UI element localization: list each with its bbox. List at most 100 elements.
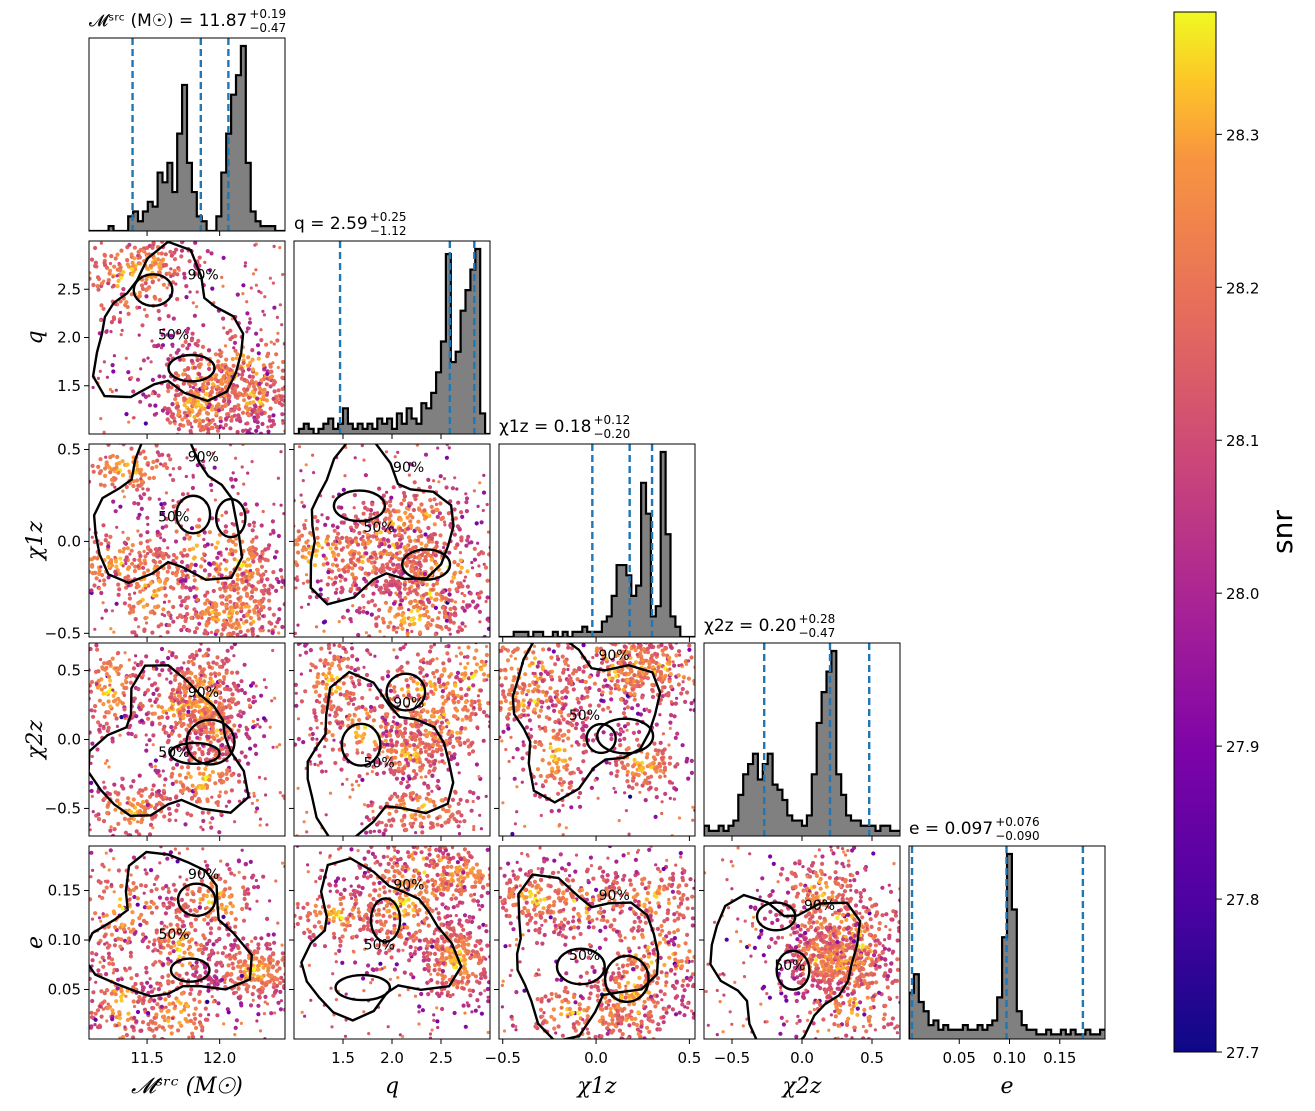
scatter-point bbox=[194, 799, 200, 804]
scatter-point bbox=[136, 790, 141, 795]
scatter-point bbox=[167, 565, 172, 570]
scatter-point bbox=[175, 907, 180, 912]
scatter-point bbox=[189, 338, 194, 343]
scatter-point bbox=[267, 620, 272, 625]
scatter-point bbox=[182, 547, 187, 553]
scatter-point bbox=[171, 1001, 176, 1006]
scatter-point bbox=[155, 450, 160, 455]
scatter-point bbox=[80, 767, 84, 771]
scatter-point bbox=[105, 1054, 109, 1058]
scatter-point bbox=[208, 926, 214, 931]
scatter-point bbox=[335, 525, 340, 530]
scatter-point bbox=[245, 387, 250, 392]
scatter-point bbox=[264, 398, 269, 403]
scatter-point bbox=[158, 950, 163, 955]
scatter-point bbox=[91, 810, 95, 814]
scatter-point bbox=[152, 294, 157, 299]
scatter-point bbox=[207, 721, 212, 727]
scatter-point bbox=[278, 980, 283, 986]
scatter-point bbox=[200, 616, 204, 620]
scatter-point bbox=[391, 562, 396, 567]
scatter-point bbox=[260, 421, 265, 427]
scatter-point bbox=[172, 257, 178, 262]
contour-50 bbox=[176, 882, 217, 918]
scatter-point bbox=[110, 962, 116, 967]
scatter-point bbox=[263, 994, 268, 1000]
scatter-point bbox=[361, 511, 366, 516]
scatter-point bbox=[211, 617, 216, 622]
scatter-point bbox=[256, 722, 260, 727]
scatter-point bbox=[182, 271, 187, 276]
scatter-point bbox=[175, 923, 180, 928]
scatter-point bbox=[206, 647, 211, 652]
scatter-point bbox=[93, 1011, 98, 1016]
scatter-point bbox=[268, 369, 273, 374]
scatter-point bbox=[186, 421, 191, 426]
scatter-point bbox=[344, 539, 349, 544]
scatter-point bbox=[209, 948, 214, 953]
scatter-point bbox=[280, 386, 285, 391]
scatter-point bbox=[304, 986, 308, 990]
scatter-point bbox=[423, 532, 428, 537]
scatter-point bbox=[464, 496, 470, 501]
scatter-point bbox=[199, 943, 204, 948]
scatter-point bbox=[233, 334, 238, 339]
scatter-point bbox=[131, 666, 136, 671]
scatter-point bbox=[103, 608, 109, 613]
scatter-point bbox=[120, 977, 124, 982]
scatter-point bbox=[115, 652, 120, 656]
scatter-point bbox=[100, 616, 104, 620]
scatter-point bbox=[172, 1064, 176, 1068]
scatter-point bbox=[276, 921, 280, 925]
scatter-point bbox=[256, 580, 261, 585]
scatter-point bbox=[205, 999, 210, 1005]
scatter-point bbox=[164, 896, 169, 901]
scatter-point bbox=[276, 388, 281, 393]
scatter-point bbox=[202, 568, 207, 573]
scatter-point bbox=[239, 750, 244, 755]
scatter-point bbox=[163, 841, 167, 845]
scatter-point bbox=[224, 357, 229, 362]
scatter-point bbox=[241, 918, 247, 923]
scatter-point bbox=[211, 942, 216, 947]
scatter-point bbox=[159, 795, 163, 799]
scatter-point bbox=[232, 406, 237, 411]
scatter-point bbox=[254, 268, 258, 272]
scatter-point bbox=[242, 398, 247, 403]
scatter-point bbox=[171, 940, 176, 945]
scatter-point bbox=[165, 711, 169, 715]
scatter-point bbox=[201, 828, 205, 832]
scatter-point bbox=[171, 619, 176, 624]
scatter-point bbox=[199, 564, 204, 569]
scatter-point bbox=[165, 411, 170, 416]
scatter-point bbox=[198, 664, 202, 668]
scatter-point bbox=[210, 714, 214, 719]
scatter-point bbox=[148, 822, 154, 828]
scatter-point bbox=[415, 538, 421, 543]
scatter-point bbox=[102, 865, 106, 869]
scatter-point bbox=[369, 612, 374, 617]
scatter-point bbox=[167, 599, 171, 604]
scatter-point bbox=[104, 455, 108, 459]
scatter-point bbox=[373, 523, 378, 528]
scatter-point bbox=[148, 538, 152, 542]
scatter-point bbox=[198, 1013, 203, 1018]
scatter-point bbox=[223, 581, 228, 586]
scatter-point bbox=[129, 784, 134, 789]
scatter-point bbox=[235, 573, 240, 578]
scatter-point bbox=[158, 945, 163, 950]
scatter-point bbox=[170, 571, 175, 576]
scatter-point bbox=[187, 676, 192, 681]
scatter-point bbox=[275, 960, 280, 965]
scatter-point bbox=[178, 410, 182, 414]
scatter-point bbox=[330, 523, 336, 528]
scatter-points bbox=[80, 643, 285, 845]
scatter-point bbox=[138, 701, 143, 706]
scatter-point bbox=[465, 603, 470, 608]
scatter-point bbox=[173, 422, 177, 426]
scatter-point bbox=[265, 354, 270, 359]
scatter-point bbox=[229, 788, 234, 793]
scatter-point bbox=[235, 292, 240, 297]
y-tick-label: −0.5 bbox=[45, 624, 81, 642]
scatter-point bbox=[234, 620, 239, 625]
